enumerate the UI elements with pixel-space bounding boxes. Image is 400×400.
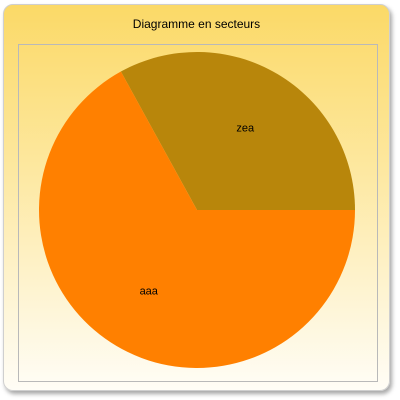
- pie-slice-aaa: [39, 71, 356, 368]
- slice-label-zea: zea: [236, 122, 255, 134]
- slice-label-aaa: aaa: [140, 286, 159, 298]
- plot-area: [18, 44, 378, 382]
- chart-title: Diagramme en secteurs: [132, 17, 261, 31]
- pie-slice-zea: [120, 51, 355, 210]
